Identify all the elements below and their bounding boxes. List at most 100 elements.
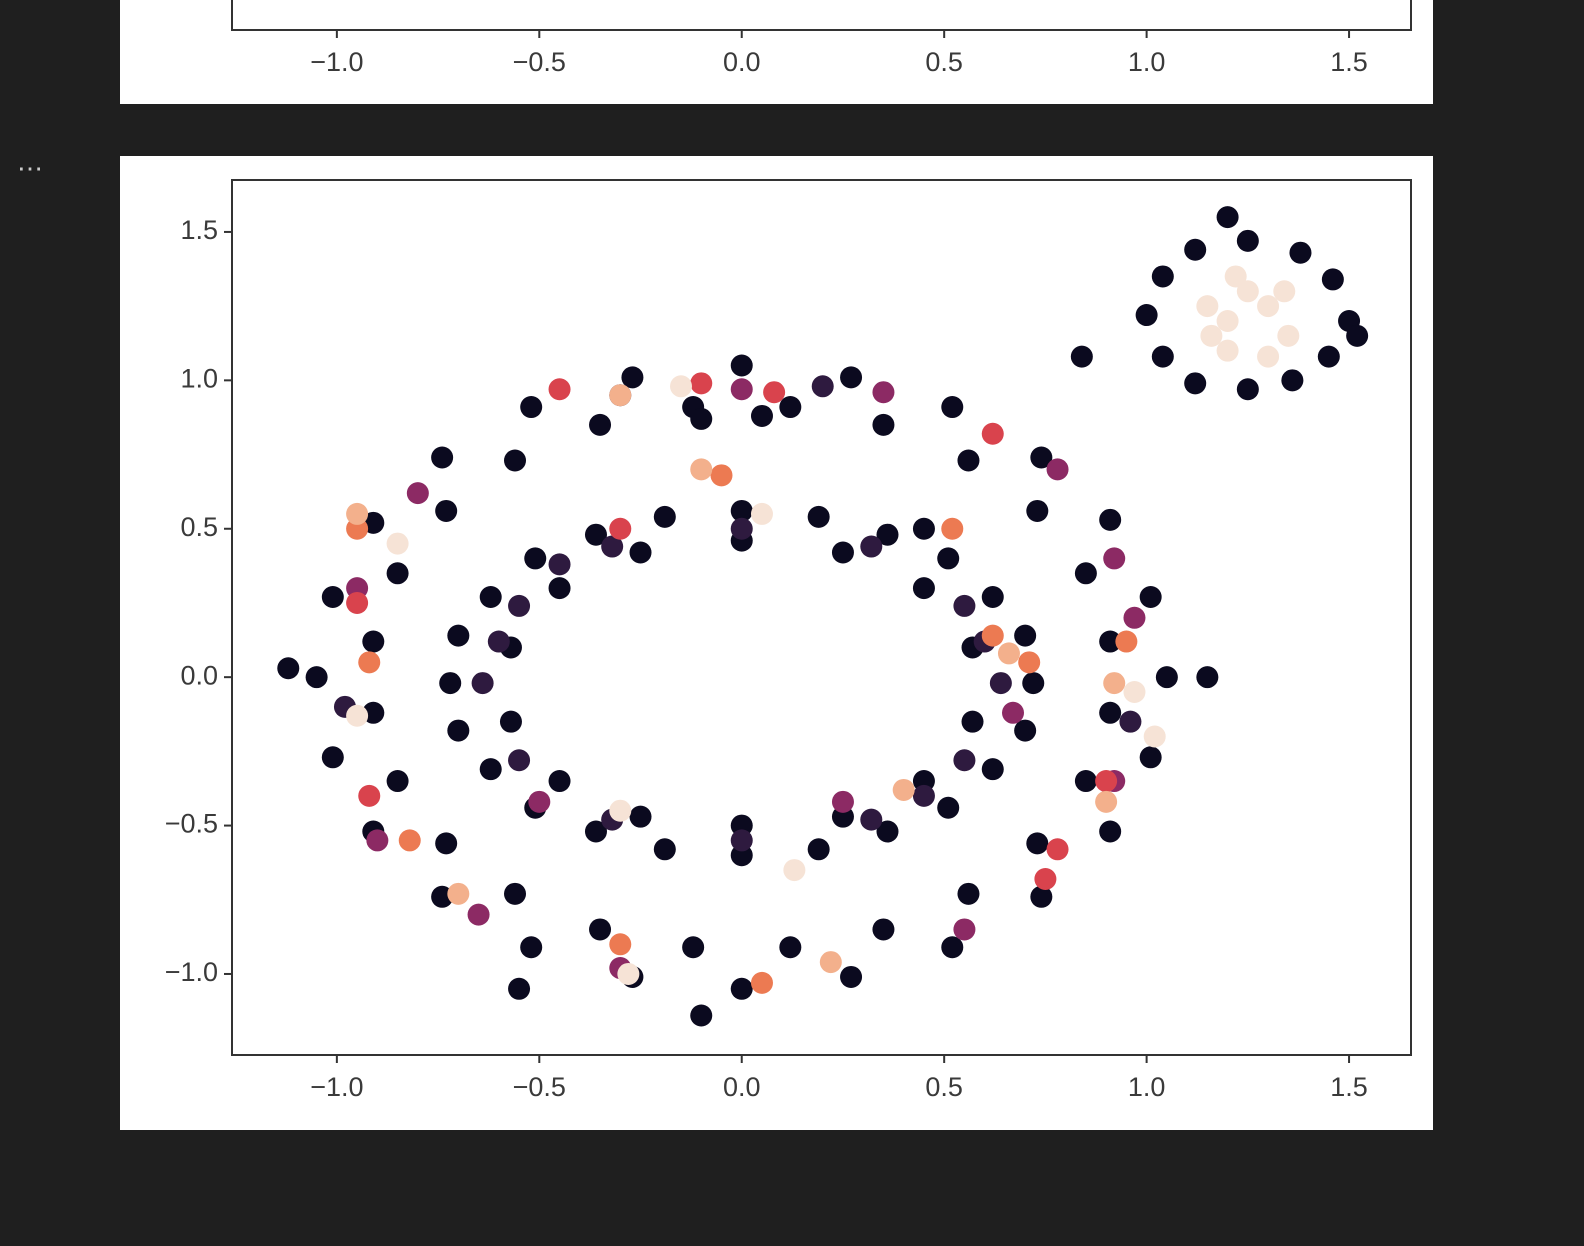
point: [957, 882, 980, 905]
point: [358, 784, 381, 807]
point: [1014, 719, 1037, 742]
point: [1216, 309, 1239, 332]
x-tick-label: −0.5: [513, 1072, 566, 1102]
point: [763, 381, 786, 404]
point: [961, 710, 984, 733]
point: [779, 396, 802, 419]
chart-panel: [120, 0, 1433, 104]
point: [1074, 562, 1097, 585]
point: [1184, 238, 1207, 261]
point: [730, 378, 753, 401]
point: [435, 499, 458, 522]
point: [1034, 867, 1057, 890]
point: [1119, 710, 1142, 733]
point: [750, 502, 773, 525]
point: [1026, 832, 1049, 855]
point: [997, 642, 1020, 665]
point: [941, 936, 964, 959]
axes-frame: [231, 0, 1412, 31]
point: [321, 586, 344, 609]
point: [1257, 345, 1280, 368]
point: [690, 372, 713, 395]
point: [1123, 680, 1146, 703]
point: [690, 458, 713, 481]
point: [730, 499, 753, 522]
point: [548, 553, 571, 576]
point: [653, 505, 676, 528]
point: [1321, 268, 1344, 291]
point: [1022, 672, 1045, 695]
point: [912, 577, 935, 600]
chart: −1.0 −0.5 0.0 0.5 1.0 1.5: [120, 0, 1433, 104]
point: [1200, 324, 1223, 347]
point: [690, 407, 713, 430]
point: [941, 396, 964, 419]
point: [504, 882, 527, 905]
point: [1046, 838, 1069, 861]
point: [362, 630, 385, 653]
point: [504, 449, 527, 472]
point: [499, 710, 522, 733]
x-tick-label: −0.5: [513, 47, 566, 77]
point: [524, 547, 547, 570]
point: [528, 790, 551, 813]
point: [981, 422, 1004, 445]
point: [912, 784, 935, 807]
point: [346, 591, 369, 614]
y-tick-label: −1.0: [165, 957, 218, 987]
point: [584, 523, 607, 546]
point: [1103, 547, 1126, 570]
point: [589, 413, 612, 436]
point: [989, 672, 1012, 695]
point: [750, 971, 773, 994]
point: [730, 517, 753, 540]
point: [807, 838, 830, 861]
point: [912, 517, 935, 540]
point: [386, 562, 409, 585]
point: [1030, 885, 1053, 908]
point: [1139, 746, 1162, 769]
point: [953, 749, 976, 772]
x-tick-label: 0.5: [925, 47, 963, 77]
point: [346, 704, 369, 727]
point: [1273, 280, 1296, 303]
point: [487, 630, 510, 653]
point: [548, 577, 571, 600]
point: [277, 657, 300, 680]
point: [730, 354, 753, 377]
point: [629, 541, 652, 564]
point: [1281, 369, 1304, 392]
point: [629, 805, 652, 828]
y-tick-label: 0.0: [180, 660, 218, 690]
y-tick-label: −0.5: [165, 809, 218, 839]
point: [1277, 324, 1300, 347]
point: [406, 482, 429, 505]
point: [447, 624, 470, 647]
point: [811, 375, 834, 398]
point: [584, 820, 607, 843]
point: [831, 790, 854, 813]
point: [1135, 304, 1158, 327]
chart: −1.0 −0.5 0.0 0.5 1.0 1.5 −1.0 −0.5 0.0 0.5 1.0 1.5: [120, 156, 1433, 1130]
point: [1151, 265, 1174, 288]
point: [1196, 666, 1219, 689]
point: [1099, 508, 1122, 531]
point: [1216, 339, 1239, 362]
point: [860, 535, 883, 558]
point: [1046, 458, 1069, 481]
x-tick-label: 0.5: [925, 1072, 963, 1102]
point: [479, 586, 502, 609]
point: [601, 535, 624, 558]
point: [386, 532, 409, 555]
x-tick-label: 0.0: [723, 1072, 761, 1102]
point: [1317, 345, 1340, 368]
point: [447, 882, 470, 905]
point: [1099, 630, 1122, 653]
point: [807, 505, 830, 528]
x-tick-label: 1.0: [1128, 1072, 1166, 1102]
point: [609, 517, 632, 540]
axes-frame: [231, 179, 1412, 1056]
point: [435, 832, 458, 855]
x-tick-label: −1.0: [310, 1072, 363, 1102]
